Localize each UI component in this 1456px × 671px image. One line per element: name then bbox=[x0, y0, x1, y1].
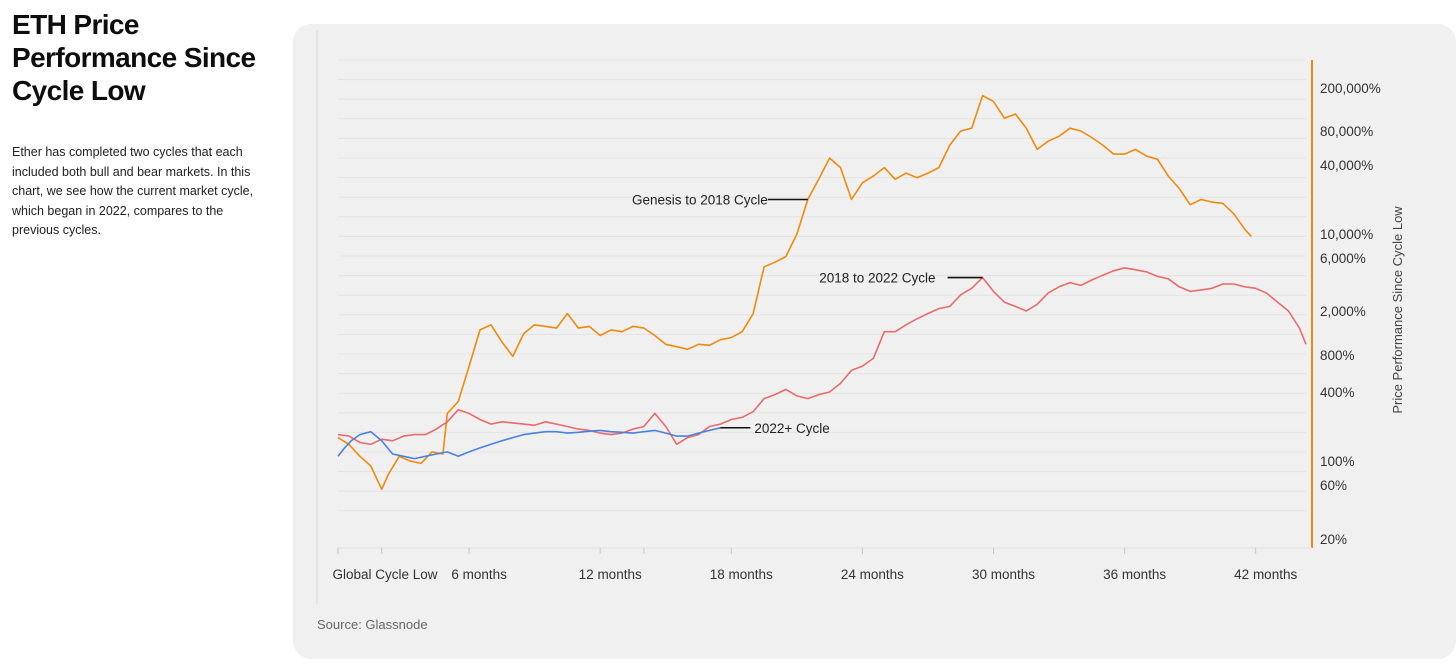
x-tick-label: 6 months bbox=[451, 567, 507, 582]
page-title: ETH Price Performance Since Cycle Low bbox=[12, 9, 256, 106]
page-description: Ether has completed two cycles that each… bbox=[12, 145, 254, 237]
series-line-genesis-to-2018-cycle bbox=[337, 94, 1252, 491]
chart-card bbox=[293, 24, 1456, 659]
series-line-2018-to-2022-cycle bbox=[337, 267, 1307, 446]
x-tick-label: 30 months bbox=[972, 567, 1035, 582]
y-tick-label: 80,000% bbox=[1320, 124, 1373, 139]
x-tick-label: 24 months bbox=[841, 567, 904, 582]
series-group bbox=[337, 94, 1307, 491]
sidebar: ETH Price Performance Since Cycle Low Et… bbox=[12, 8, 267, 241]
y-tick-label: 200,000% bbox=[1320, 81, 1381, 96]
y-tick-label: 10,000% bbox=[1320, 227, 1373, 242]
annotation-label: 2018 to 2022 Cycle bbox=[819, 271, 935, 286]
x-axis-ticks: Global Cycle Low 6 months 12 months 18 mont… bbox=[332, 548, 1297, 582]
y-tick-label: 100% bbox=[1320, 454, 1355, 469]
annotation-label: 2022+ Cycle bbox=[754, 421, 829, 436]
x-tick-label: 42 months bbox=[1234, 567, 1297, 582]
x-tick-label: 36 months bbox=[1103, 567, 1166, 582]
annotation-label: Genesis to 2018 Cycle bbox=[632, 193, 768, 208]
y-tick-label: 40,000% bbox=[1320, 158, 1373, 173]
series-line-2022-cycle bbox=[337, 427, 721, 460]
y-tick-label: 2,000% bbox=[1320, 304, 1366, 319]
annotations: Genesis to 2018 Cycle 2018 to 2022 Cycle 2… bbox=[632, 193, 983, 436]
y-tick-label: 800% bbox=[1320, 348, 1355, 363]
x-tick-label: 12 months bbox=[579, 567, 642, 582]
y-tick-label: 6,000% bbox=[1320, 251, 1366, 266]
y-tick-label: 60% bbox=[1320, 478, 1347, 493]
x-tick-label: Global Cycle Low bbox=[332, 567, 437, 582]
y-tick-label: 20% bbox=[1320, 532, 1347, 547]
y-axis-ticks: 200,000% 80,000% 40,000% 10,000% 6,000% 2,000… bbox=[1320, 81, 1381, 547]
source-note: Source: Glassnode bbox=[317, 617, 428, 632]
y-axis-label: Price Performance Since Cycle Low bbox=[1390, 206, 1405, 414]
x-tick-label: 18 months bbox=[710, 567, 773, 582]
y-tick-label: 400% bbox=[1320, 385, 1355, 400]
